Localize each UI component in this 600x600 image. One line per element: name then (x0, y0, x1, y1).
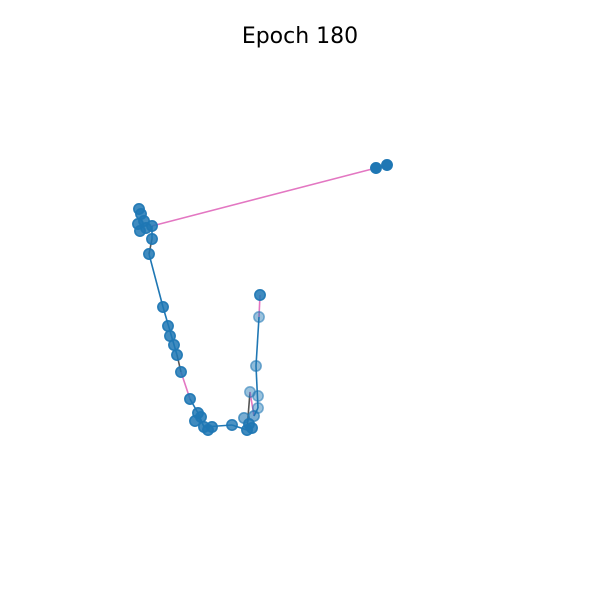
data-point (254, 289, 266, 301)
data-point (253, 311, 265, 323)
data-point (146, 233, 158, 245)
data-point (133, 203, 145, 215)
data-point (370, 162, 382, 174)
data-point (246, 422, 258, 434)
data-point (226, 419, 238, 431)
edge-line (255, 316, 260, 367)
data-point (168, 339, 180, 351)
edge-line (148, 253, 164, 308)
data-point (143, 248, 155, 260)
data-point (250, 360, 262, 372)
data-point (381, 159, 393, 171)
points-layer (132, 159, 393, 436)
data-point (175, 366, 187, 378)
data-point (195, 411, 207, 423)
data-point (157, 301, 169, 313)
data-point (184, 393, 196, 405)
data-point (252, 390, 264, 402)
data-point (252, 402, 264, 414)
edge-line (151, 167, 377, 227)
data-point (162, 320, 174, 332)
chart-title: Epoch 180 (242, 24, 358, 49)
data-point (206, 421, 218, 433)
data-point (171, 349, 183, 361)
